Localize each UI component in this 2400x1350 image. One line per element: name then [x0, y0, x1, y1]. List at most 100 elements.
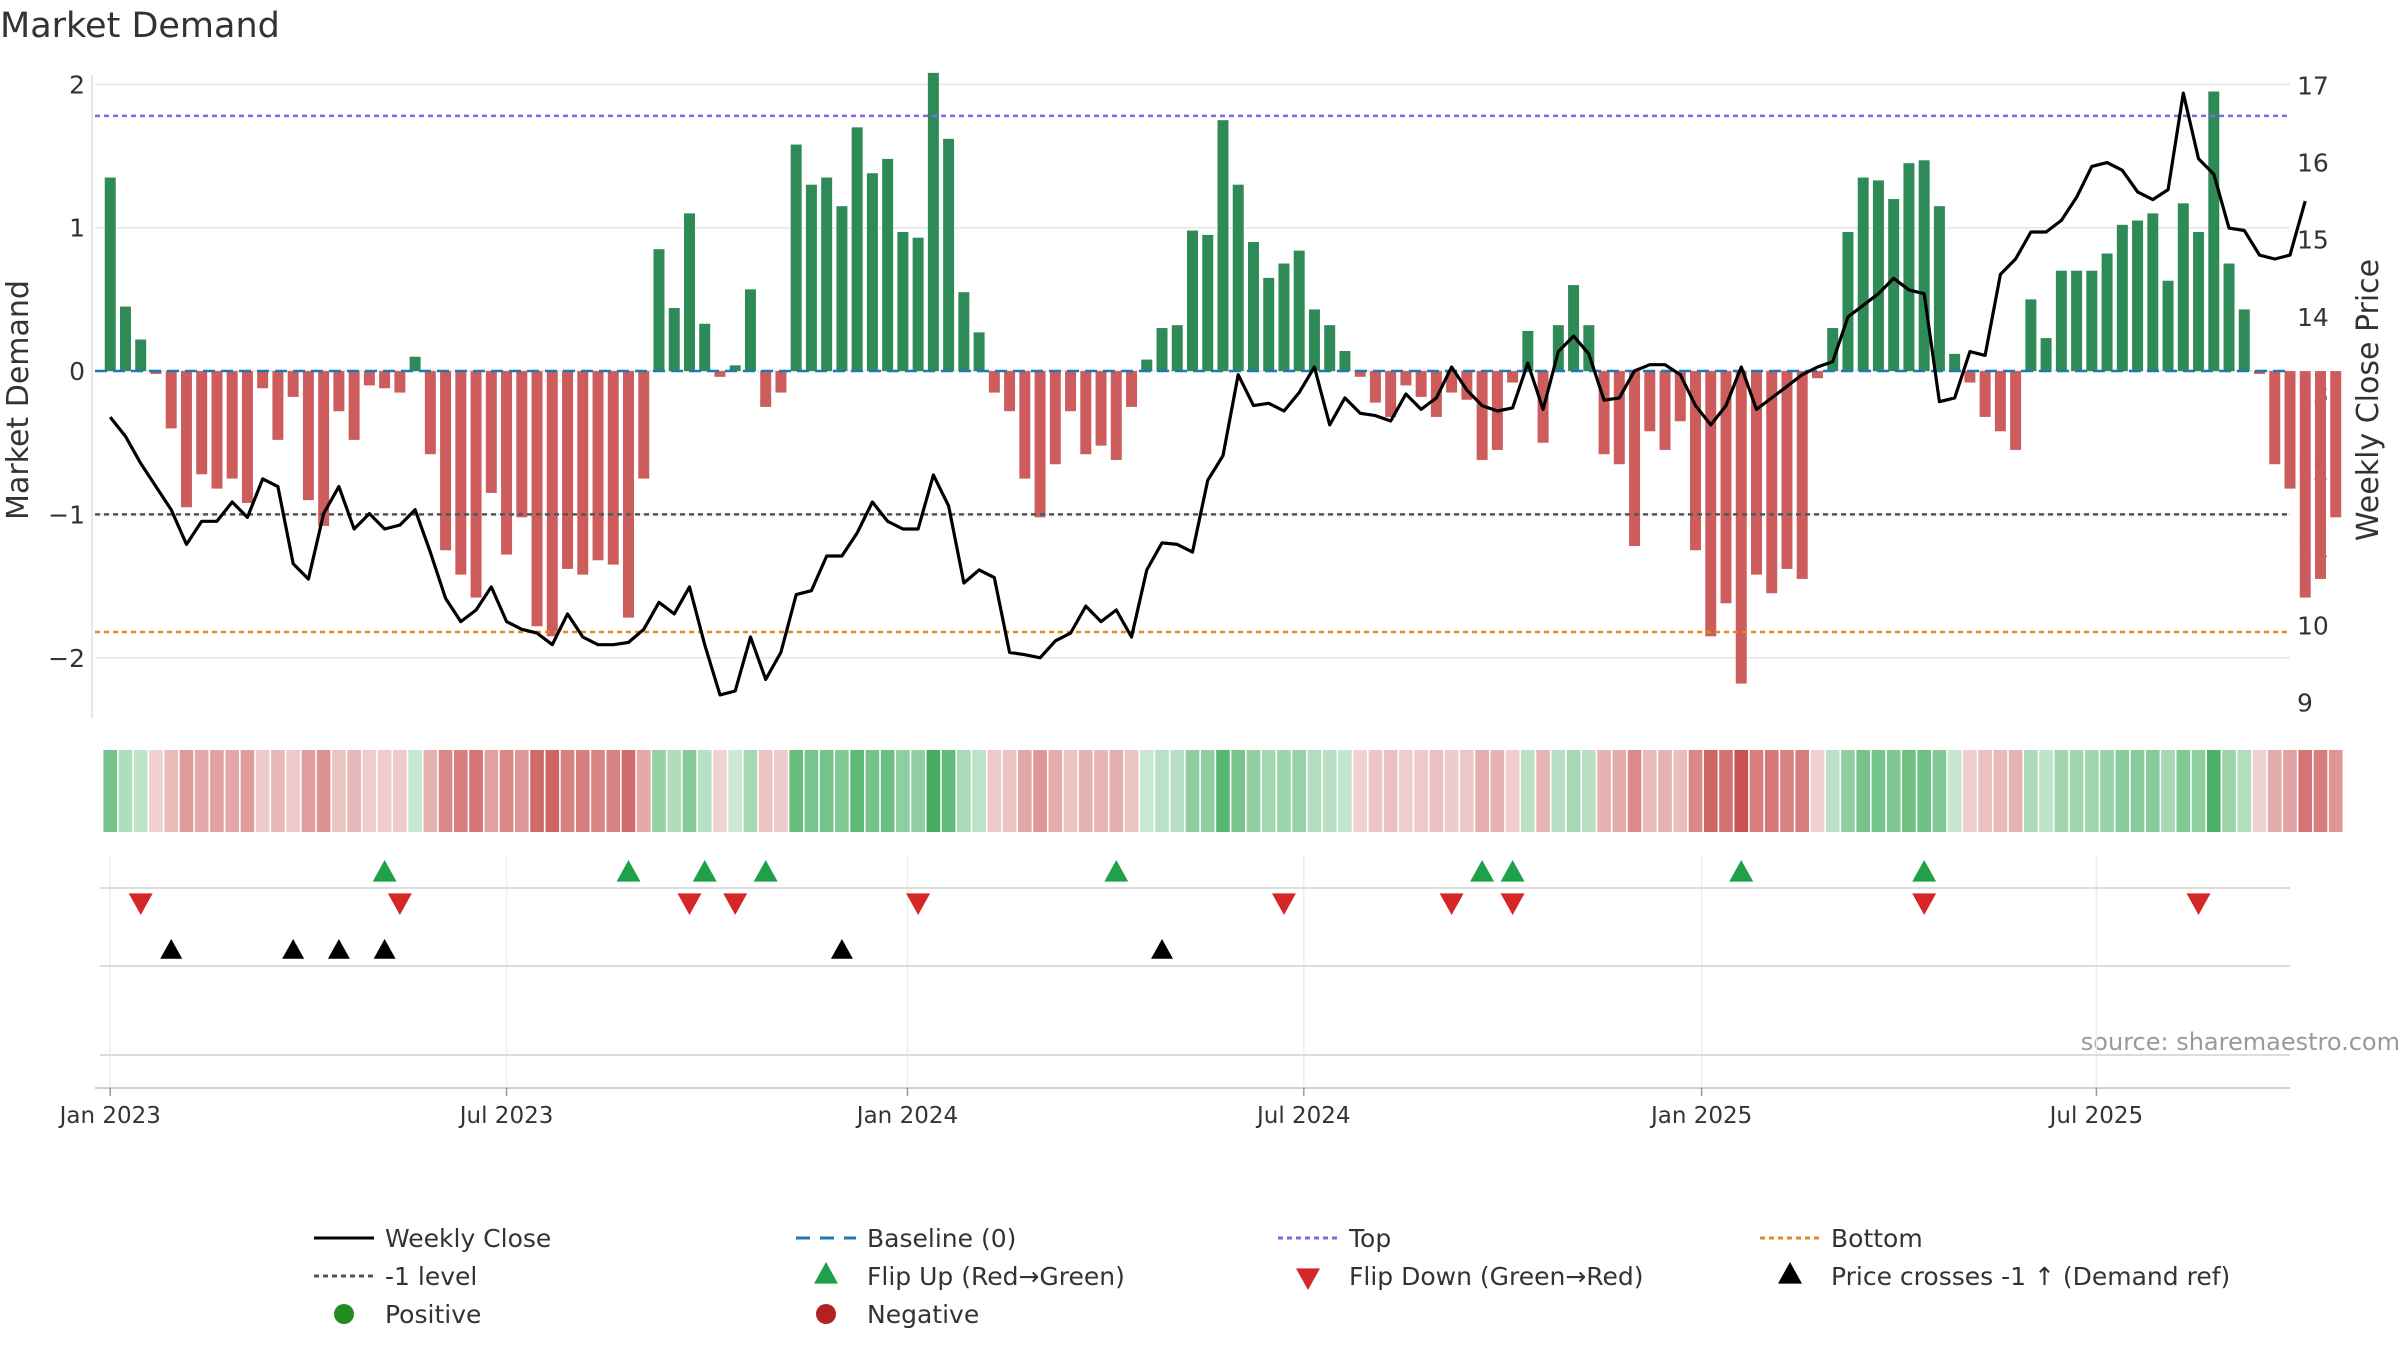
heat-cell: [2313, 750, 2328, 832]
demand-bar: [1049, 371, 1061, 465]
demand-bar: [2055, 270, 2067, 372]
demand-bar: [2116, 224, 2128, 372]
demand-bar: [1293, 250, 1305, 372]
heat-cell: [621, 750, 636, 832]
legend-label: Bottom: [1831, 1224, 1923, 1253]
heat-cell: [2100, 750, 2114, 832]
heat-cell: [1734, 750, 1749, 832]
heat-cell: [2298, 750, 2313, 832]
heat-cell: [2328, 750, 2343, 832]
heat-cell: [2176, 750, 2191, 832]
heat-cell: [2024, 750, 2038, 832]
heat-cell: [301, 750, 316, 832]
demand-bar: [1080, 371, 1092, 455]
y-tick-label: 0: [69, 357, 85, 386]
demand-bar: [927, 72, 939, 372]
legend-item-flip-up: Flip Up (Red→Green): [814, 1262, 1125, 1291]
heat-cell: [1444, 750, 1459, 832]
demand-bar: [135, 339, 147, 372]
demand-bar: [2071, 270, 2083, 372]
heat-cell: [1795, 750, 1810, 832]
demand-bar: [333, 371, 345, 412]
demand-bar: [2040, 338, 2052, 372]
demand-bar: [1446, 371, 1458, 393]
demand-bar: [455, 371, 467, 575]
heat-cell: [1490, 750, 1505, 832]
demand-bar: [379, 371, 391, 389]
heat-cell: [2039, 750, 2053, 832]
demand-bar: [485, 371, 497, 493]
legend-label: Weekly Close: [385, 1224, 551, 1253]
x-axis-ticks: Jan 2023 Jul 2023 Jan 2024 Jul 2024 Jan 2025…: [58, 1088, 2143, 1129]
heat-cell: [286, 750, 300, 832]
heat-cell: [1978, 750, 1992, 832]
demand-bars: [104, 72, 2342, 684]
demand-bar: [2177, 203, 2189, 372]
demand-bar: [1415, 371, 1427, 397]
heat-cell: [1566, 750, 1581, 832]
demand-bar: [744, 289, 756, 372]
demand-bar: [1918, 160, 1930, 372]
demand-bar: [2193, 232, 2205, 372]
demand-bar: [943, 138, 955, 372]
heat-cell: [1886, 750, 1901, 832]
y2-tick-label: 17: [2297, 71, 2329, 100]
heat-cell: [1018, 750, 1032, 832]
signal-markers: [95, 860, 2290, 1089]
demand-bar: [2314, 371, 2326, 579]
demand-bar: [302, 371, 314, 501]
heat-cell: [1216, 750, 1230, 832]
heat-cell: [789, 750, 804, 832]
demand-bar: [1766, 371, 1778, 594]
heat-cell: [316, 750, 331, 832]
heat-cell: [1322, 750, 1337, 832]
heat-cell: [530, 750, 544, 832]
heat-cell: [1658, 750, 1672, 832]
demand-bar: [912, 237, 924, 372]
demand-bar: [546, 371, 558, 637]
demand-bar: [1598, 371, 1610, 455]
flip-down-marker: [387, 893, 412, 915]
heat-cell: [2085, 750, 2099, 832]
heat-cell: [1856, 750, 1871, 832]
price-cross-marker: [160, 939, 183, 959]
heat-cell: [103, 750, 118, 832]
heat-cell: [149, 750, 163, 832]
demand-bar: [1690, 371, 1702, 551]
heat-cell: [911, 750, 925, 832]
heat-cell: [1536, 750, 1550, 832]
heat-cell: [1155, 750, 1169, 832]
heat-cell: [1963, 750, 1977, 832]
demand-bar: [1126, 371, 1138, 407]
heat-cell: [682, 750, 697, 832]
demand-bar: [1522, 330, 1534, 372]
heat-cell: [1780, 750, 1794, 832]
demand-bar: [668, 307, 680, 372]
legend-swatch: [1778, 1262, 1802, 1284]
heat-cell: [1825, 750, 1840, 832]
demand-bar: [988, 371, 1000, 393]
demand-bar: [348, 371, 360, 440]
flip-down-marker: [723, 893, 748, 915]
demand-bar: [440, 371, 452, 551]
demand-bar: [1507, 371, 1519, 383]
heat-cell: [1475, 750, 1489, 832]
demand-bar: [2132, 220, 2144, 372]
demand-bar: [1842, 232, 1854, 372]
heat-cell: [469, 750, 483, 832]
demand-bar: [257, 371, 269, 389]
heat-cell: [225, 750, 240, 832]
demand-bar: [1888, 199, 1900, 372]
heat-cell: [194, 750, 209, 832]
legend-label: Flip Down (Green→Red): [1349, 1262, 1644, 1291]
heat-cell: [1627, 750, 1642, 832]
heat-cell: [1642, 750, 1657, 832]
demand-bar: [1629, 371, 1641, 546]
heat-cell: [255, 750, 270, 832]
heat-cell: [606, 750, 621, 832]
y-tick-label: 1: [69, 214, 85, 243]
demand-bar: [821, 177, 833, 372]
demand-heat-strip: [103, 750, 2343, 832]
heat-cell: [1947, 750, 1962, 832]
heat-cell: [1033, 750, 1047, 832]
